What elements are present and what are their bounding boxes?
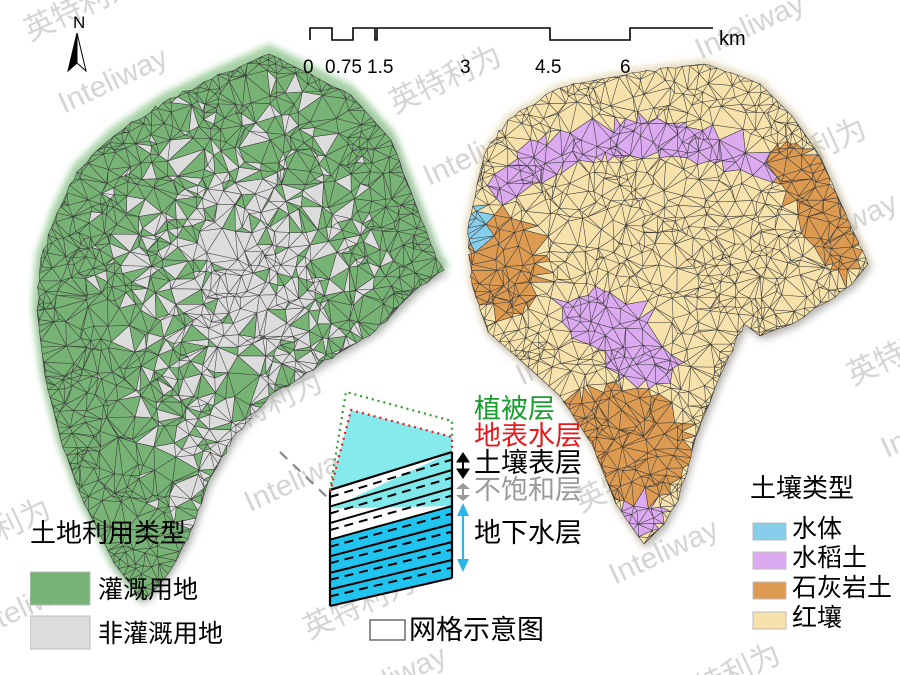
- svg-text:地下水层: 地下水层: [474, 518, 582, 548]
- svg-text:土壤类型: 土壤类型: [750, 475, 854, 503]
- svg-text:红壤: 红壤: [792, 604, 842, 632]
- svg-text:水体: 水体: [792, 515, 842, 543]
- svg-text:水稻土: 水稻土: [792, 544, 867, 572]
- svg-text:石灰岩土: 石灰岩土: [792, 574, 892, 602]
- svg-text:植被层: 植被层: [474, 394, 555, 424]
- svg-text:地表水层: 地表水层: [474, 421, 582, 451]
- svg-text:灌溉用地: 灌溉用地: [98, 576, 198, 604]
- svg-text:网格示意图: 网格示意图: [409, 615, 544, 645]
- svg-text:土地利用类型: 土地利用类型: [30, 520, 186, 548]
- svg-text:不饱和层: 不饱和层: [474, 475, 582, 505]
- svg-text:非灌溉用地: 非灌溉用地: [98, 620, 223, 648]
- svg-text:土壤表层: 土壤表层: [474, 448, 582, 478]
